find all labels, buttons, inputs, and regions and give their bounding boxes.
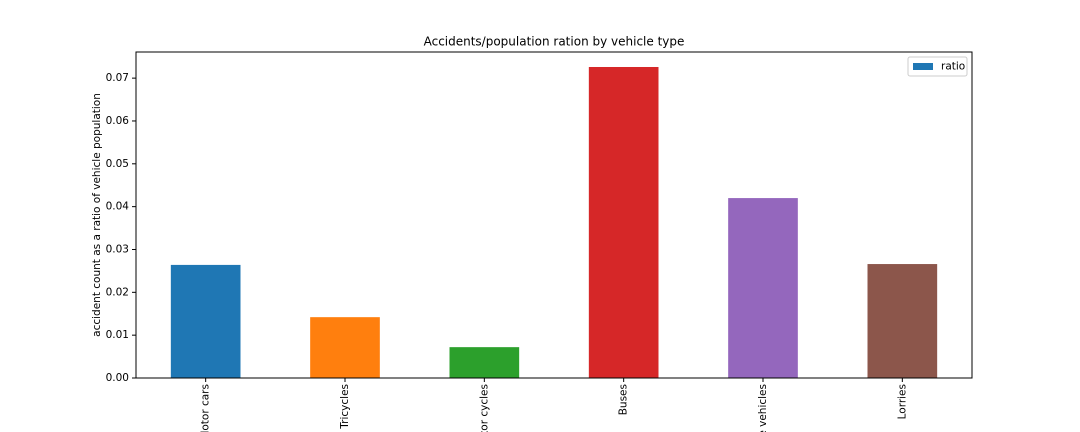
y-tick-label: 0.05 (106, 158, 129, 170)
x-tick-label: lotor cars (200, 384, 212, 432)
x-tick-label: tor cycles (478, 384, 490, 432)
x-tick-label: Lorries (896, 384, 908, 419)
y-axis-label: accident count as a ratio of vehicle pop… (91, 93, 103, 337)
y-tick-label: 0.00 (106, 372, 129, 384)
x-tick-label: Buses (618, 384, 630, 415)
x-tick-label: Tricycles (339, 384, 351, 430)
bar (170, 264, 241, 378)
bar (867, 264, 938, 378)
bar (449, 347, 520, 378)
bar (310, 317, 380, 378)
bar (728, 198, 798, 378)
legend-box (907, 56, 968, 77)
y-tick-label: 0.03 (106, 243, 129, 255)
y-tick-label: 0.07 (106, 72, 129, 84)
x-tick-label: e vehicles (757, 384, 769, 432)
y-tick-label: 0.01 (106, 329, 129, 341)
bar (588, 66, 659, 378)
plot-frame (135, 51, 973, 379)
y-tick-label: 0.02 (106, 286, 129, 298)
y-tick-label: 0.06 (106, 115, 130, 127)
y-tick-label: 0.04 (106, 201, 130, 213)
legend-swatch (913, 63, 933, 70)
chart-title: Accidents/population ration by vehicle t… (424, 35, 685, 49)
legend-label: ratio (941, 61, 965, 73)
